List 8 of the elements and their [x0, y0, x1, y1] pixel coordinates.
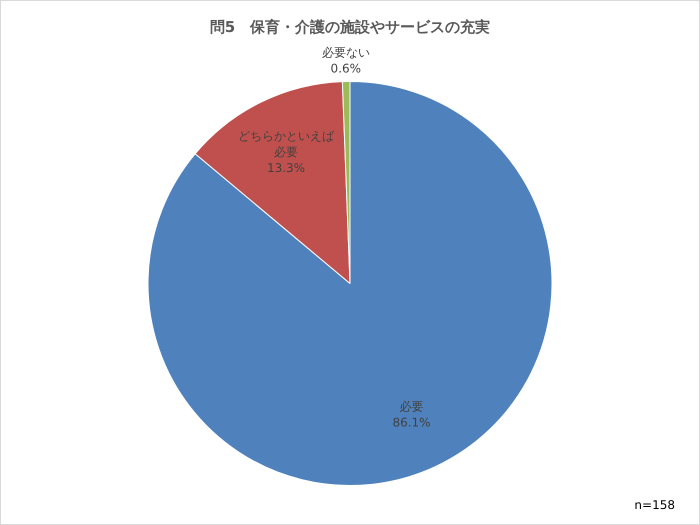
data-label: 0.6%: [330, 61, 362, 76]
data-label: 86.1%: [392, 415, 431, 430]
slice-label: どちらかといえば必要: [238, 129, 336, 160]
text: n=158: [634, 498, 675, 512]
data-label: 13.3%: [266, 161, 306, 176]
chart-title: 問5 保育・介護の施設やサービスの充実: [210, 18, 490, 36]
slice-label: 必要: [400, 399, 424, 414]
slice-label: 必要ない: [322, 45, 370, 60]
